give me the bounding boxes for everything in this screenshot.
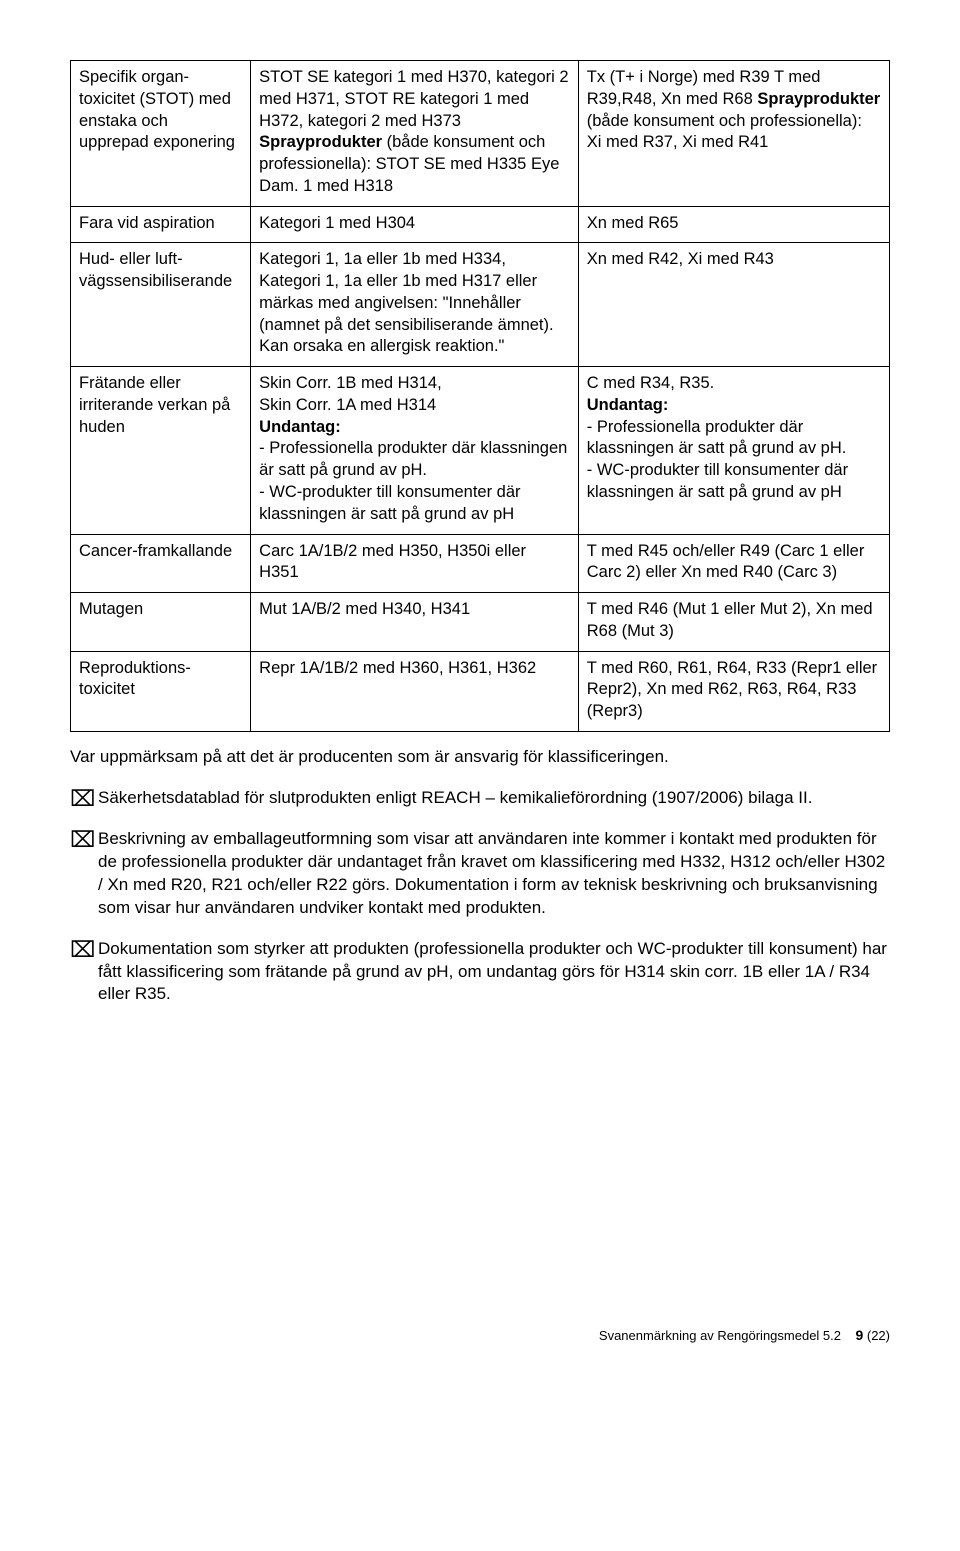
checkbox-row: ⌧ Beskrivning av emballageutformning som… (70, 828, 890, 920)
cell-col1: Reproduktions-toxicitet (71, 651, 251, 731)
table-row: Mutagen Mut 1A/B/2 med H340, H341 T med … (71, 593, 890, 652)
cell-col3: Tx (T+ i Norge) med R39 T med R39,R48, X… (578, 61, 889, 207)
footer-page: 9 (855, 1327, 863, 1343)
checkbox-text: Säkerhetsdatablad för slutprodukten enli… (98, 787, 890, 810)
table-row: Hud- eller luft-vägssensibiliserande Kat… (71, 243, 890, 367)
cell-col2: Repr 1A/1B/2 med H360, H361, H362 (251, 651, 579, 731)
cell-col2: Kategori 1 med H304 (251, 206, 579, 243)
table-row: Frätande eller irriterande verkan på hud… (71, 367, 890, 534)
cell-col3: T med R46 (Mut 1 eller Mut 2), Xn med R6… (578, 593, 889, 652)
cell-col3: C med R34, R35. Undantag: - Professionel… (578, 367, 889, 534)
cell-col3: Xn med R65 (578, 206, 889, 243)
checkbox-icon: ⌧ (70, 828, 98, 851)
cell-col1: Mutagen (71, 593, 251, 652)
checkbox-row: ⌧ Säkerhetsdatablad för slutprodukten en… (70, 787, 890, 810)
cell-col3: Xn med R42, Xi med R43 (578, 243, 889, 367)
table-row: Fara vid aspiration Kategori 1 med H304 … (71, 206, 890, 243)
table-row: Specifik organ-toxicitet (STOT) med enst… (71, 61, 890, 207)
footer-title: Svanenmärkning av Rengöringsmedel 5.2 (599, 1328, 841, 1343)
cell-col1: Cancer-framkallande (71, 534, 251, 593)
checkbox-row: ⌧ Dokumentation som styrker att produkte… (70, 938, 890, 1007)
cell-col2: Mut 1A/B/2 med H340, H341 (251, 593, 579, 652)
cell-col3: T med R60, R61, R64, R33 (Repr1 eller Re… (578, 651, 889, 731)
note-paragraph: Var uppmärksam på att det är producenten… (70, 746, 890, 769)
checkbox-text: Dokumentation som styrker att produkten … (98, 938, 890, 1007)
footer-total: (22) (867, 1328, 890, 1343)
cell-col2: Carc 1A/1B/2 med H350, H350i eller H351 (251, 534, 579, 593)
page-footer: Svanenmärkning av Rengöringsmedel 5.2 9 … (70, 1326, 890, 1345)
cell-col2: STOT SE kategori 1 med H370, kategori 2 … (251, 61, 579, 207)
checkbox-icon: ⌧ (70, 938, 98, 961)
cell-col2: Kategori 1, 1a eller 1b med H334, Katego… (251, 243, 579, 367)
cell-col3: T med R45 och/eller R49 (Carc 1 eller Ca… (578, 534, 889, 593)
checkbox-text: Beskrivning av emballageutformning som v… (98, 828, 890, 920)
table-row: Cancer-framkallande Carc 1A/1B/2 med H35… (71, 534, 890, 593)
cell-col1: Fara vid aspiration (71, 206, 251, 243)
cell-col2: Skin Corr. 1B med H314, Skin Corr. 1A me… (251, 367, 579, 534)
table-row: Reproduktions-toxicitet Repr 1A/1B/2 med… (71, 651, 890, 731)
cell-col1: Frätande eller irriterande verkan på hud… (71, 367, 251, 534)
cell-col1: Hud- eller luft-vägssensibiliserande (71, 243, 251, 367)
cell-col1: Specifik organ-toxicitet (STOT) med enst… (71, 61, 251, 207)
classification-table: Specifik organ-toxicitet (STOT) med enst… (70, 60, 890, 732)
checkbox-icon: ⌧ (70, 787, 98, 810)
